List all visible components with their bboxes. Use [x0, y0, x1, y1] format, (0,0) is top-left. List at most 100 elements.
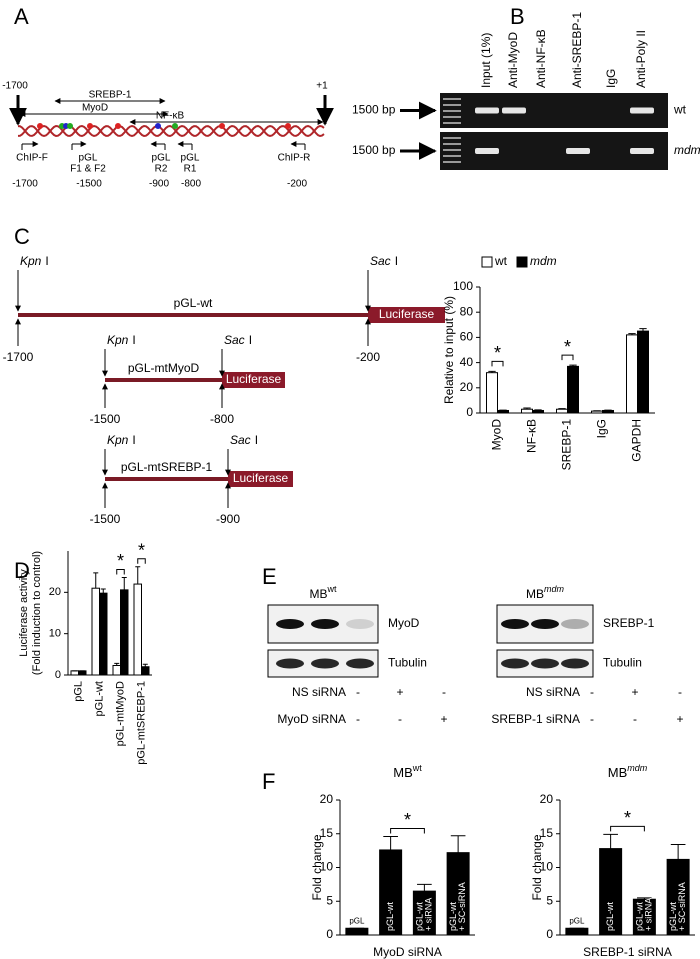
bar-label: pGL-wt	[605, 901, 615, 931]
enzyme-suffix: I	[45, 254, 48, 268]
bar-label: pGL	[349, 916, 365, 925]
blot-band	[346, 658, 374, 669]
error-bar	[383, 835, 398, 850]
map-label: pGL	[152, 153, 171, 164]
binding-site	[219, 123, 225, 129]
error-bar	[558, 408, 566, 410]
enzyme-suffix: I	[132, 333, 135, 347]
y-tick-label: 40	[460, 355, 474, 369]
ladder-band	[443, 122, 461, 124]
map-label: R1	[184, 164, 197, 175]
significance-label: *	[564, 337, 571, 357]
ladder-band	[443, 110, 461, 112]
band-label: Tubulin	[388, 656, 427, 670]
band-label: Tubulin	[603, 656, 642, 670]
bar	[112, 664, 121, 676]
treatment-sign: -	[442, 685, 446, 699]
bar	[497, 409, 509, 414]
size-label: 1500 bp	[352, 143, 396, 157]
treatment-sign: +	[676, 712, 683, 726]
lane-label: IgG	[604, 69, 618, 88]
bar-label: + siRNA	[423, 898, 433, 931]
error-bar	[488, 370, 496, 373]
enzyme-name: Sac	[370, 254, 391, 268]
genotype-label: wt	[673, 103, 687, 117]
significance-bracket	[116, 568, 125, 575]
panel-label: E	[262, 564, 277, 589]
map-label: R2	[155, 164, 168, 175]
position-label: -1500	[90, 512, 121, 526]
significance-label: *	[494, 343, 501, 363]
y-tick-label: 0	[466, 405, 473, 419]
chart-title: MBwt	[393, 763, 422, 780]
position-label: -800	[210, 412, 234, 426]
map-label: -1500	[76, 179, 102, 190]
ladder-band	[443, 149, 461, 151]
reporter-box	[368, 307, 445, 323]
bar	[626, 334, 638, 414]
bar	[345, 927, 369, 936]
chart-title: MBmdm	[608, 763, 648, 780]
band-label: MyoD	[388, 616, 420, 630]
enzyme-suffix: I	[132, 433, 135, 447]
title-base: MB	[608, 765, 628, 780]
legend-label: mdm	[530, 254, 557, 268]
treatment-sign: -	[356, 685, 360, 699]
binding-site	[172, 123, 178, 129]
blot-title: MBmdm	[526, 584, 565, 601]
ladder-band	[443, 98, 461, 100]
x-tick-label: pGL-mtMyoD	[114, 681, 126, 746]
size-label: 1500 bp	[352, 103, 396, 117]
title-sup: mdm	[544, 584, 565, 594]
bar-label: + siRNA	[643, 898, 653, 931]
blot-band	[276, 658, 304, 669]
error-bar	[417, 883, 432, 892]
bar	[141, 666, 150, 676]
blot-band	[531, 658, 559, 669]
binding-site	[87, 123, 93, 129]
y-tick-label: 100	[453, 279, 473, 293]
error-bar	[135, 566, 141, 585]
x-tick-label: pGL-mtSREBP-1	[135, 681, 147, 765]
error-bar	[534, 409, 542, 411]
enzyme-suffix: I	[249, 333, 252, 347]
ladder-band	[443, 116, 461, 118]
y-tick-label: 0	[55, 669, 61, 681]
significance-bracket	[491, 360, 504, 367]
lane-label: Anti-Poly II	[634, 30, 648, 88]
treatment-sign: +	[440, 712, 447, 726]
significance-bracket	[390, 827, 425, 834]
bar	[486, 372, 498, 414]
bar	[556, 408, 568, 414]
y-axis-label: Fold change	[310, 834, 324, 900]
bar	[591, 410, 603, 414]
lane-label: Anti-MyoD	[506, 32, 520, 88]
lane-label: Anti-NF-κB	[534, 29, 548, 88]
ladder-band	[443, 161, 461, 163]
map-label: ChIP-R	[278, 153, 311, 164]
gel-band	[630, 107, 654, 114]
error-bar	[637, 897, 652, 900]
error-bar	[603, 833, 618, 849]
gel-band	[475, 107, 499, 114]
significance-label: *	[404, 810, 411, 830]
y-tick-label: 20	[320, 792, 334, 806]
blot-band	[561, 619, 589, 629]
gel-band	[475, 148, 499, 154]
treatment-sign: -	[356, 712, 360, 726]
significance-label: *	[117, 551, 124, 571]
panel-label: A	[14, 4, 29, 29]
bar	[567, 365, 579, 414]
enzyme-name: Kpn	[107, 433, 129, 447]
treatment-sign: -	[678, 685, 682, 699]
band-label: SREBP-1	[603, 616, 655, 630]
error-bar	[121, 576, 127, 590]
blot-band	[501, 658, 529, 669]
error-bar	[670, 844, 686, 860]
bar-label: + SC-siRNA	[677, 882, 687, 931]
bar-label: pGL-wt	[414, 901, 424, 931]
title-sup: wt	[412, 763, 422, 773]
map-label: pGL	[79, 153, 98, 164]
treatment-sign: -	[590, 685, 594, 699]
